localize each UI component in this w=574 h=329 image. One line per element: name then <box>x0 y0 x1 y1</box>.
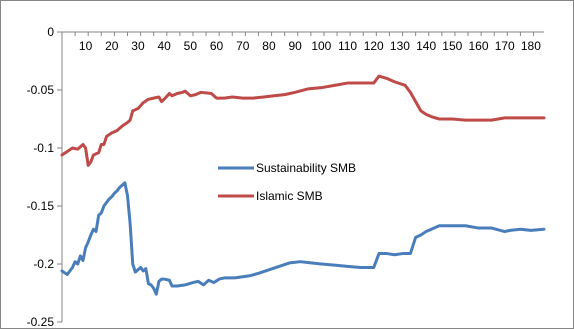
legend: Sustainability SMB Islamic SMB <box>218 161 356 203</box>
y-tick-label: -0.05 <box>27 83 55 97</box>
y-tick-label: -0.2 <box>33 257 54 271</box>
x-tick-label: 50 <box>184 39 198 53</box>
x-tick-label: 60 <box>210 39 224 53</box>
legend-label-sustainability: Sustainability SMB <box>256 161 356 175</box>
x-tick-label: 40 <box>157 39 171 53</box>
x-tick-label: 80 <box>262 39 276 53</box>
x-tick-label: 130 <box>390 39 410 53</box>
x-tick-label: 140 <box>416 39 436 53</box>
y-tick-label: -0.15 <box>27 199 55 213</box>
y-tick-label: -0.25 <box>27 315 55 329</box>
axes: 0 -0.05 -0.1 -0.15 -0.2 -0.25 10 20 30 40 50 60 70 80… <box>27 25 544 329</box>
x-tick-label: 20 <box>105 39 119 53</box>
series-layer <box>60 74 546 296</box>
x-tick-label: 10 <box>79 39 93 53</box>
x-tick-label: 110 <box>338 39 357 53</box>
x-tick-label: 150 <box>442 39 462 53</box>
series-line-islamic <box>60 74 546 167</box>
x-tick-label: 30 <box>131 39 145 53</box>
x-tick-label: 100 <box>311 39 331 53</box>
x-tick-label: 120 <box>364 39 384 53</box>
x-tick-label: 90 <box>288 39 302 53</box>
legend-label-islamic: Islamic SMB <box>256 189 323 203</box>
series-line-sustainability <box>60 181 546 296</box>
x-tick-label: 180 <box>521 39 541 53</box>
y-tick-label: 0 <box>47 25 54 39</box>
x-tick-label: 170 <box>495 39 515 53</box>
y-tick-label: -0.1 <box>33 141 54 155</box>
x-tick-label: 160 <box>468 39 488 53</box>
x-tick-label: 70 <box>236 39 250 53</box>
